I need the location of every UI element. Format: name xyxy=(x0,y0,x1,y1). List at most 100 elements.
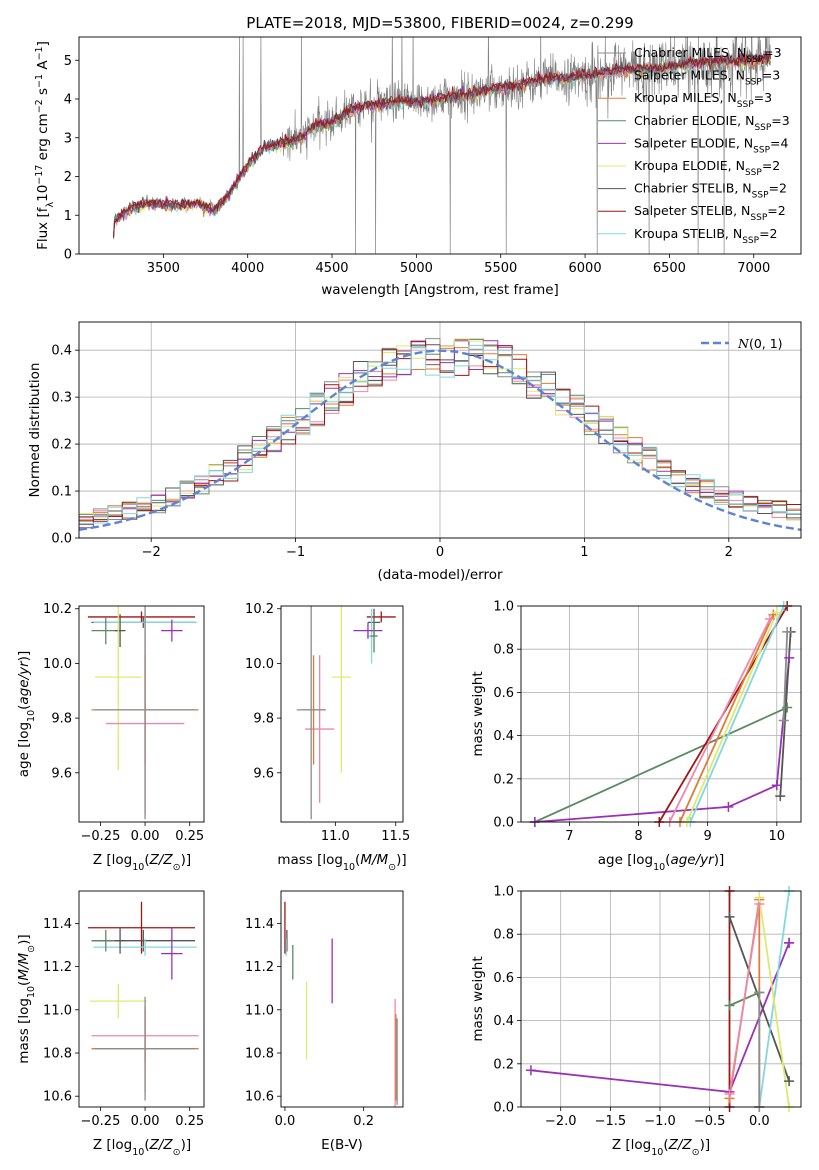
x-axis-label: Z [log10(Z/Z⊙)] xyxy=(93,1137,191,1158)
x-tick-label: 7000 xyxy=(737,261,770,276)
legend-entry: N(0, 1) xyxy=(737,336,783,351)
x-tick-label: 4000 xyxy=(231,261,264,276)
x-tick-label: −2.0 xyxy=(545,1114,577,1129)
axes-frame xyxy=(520,605,802,823)
x-tick-label: 10 xyxy=(769,829,786,844)
y-tick-label: 10.8 xyxy=(43,1047,72,1062)
y-tick-label: 0.4 xyxy=(493,1014,514,1029)
weight-vs-metallicity-plot: −2.0 −1.5 −1.0 −0.5 0.0 0.0 0.2 0.4 0.6 0.8 1.0 mas… xyxy=(470,885,802,1158)
weight-marker xyxy=(754,987,765,998)
x-tick-label: 0.25 xyxy=(175,1114,204,1129)
y-tick-label: 10.2 xyxy=(43,602,72,617)
x-tick-label: 0.0 xyxy=(749,1114,770,1129)
x-tick-label: −1.5 xyxy=(595,1114,627,1129)
x-tick-label: 9 xyxy=(704,829,712,844)
y-tick-label: 9.8 xyxy=(51,712,72,727)
x-axis-label: (data-model)/error xyxy=(377,567,503,583)
y-tick-label: 4 xyxy=(64,93,72,108)
weight-marker xyxy=(784,937,795,948)
x-tick-label: 0.0 xyxy=(275,1114,296,1129)
x-tick-label: 11.5 xyxy=(381,829,410,844)
plot-area xyxy=(284,901,398,1107)
residuals-plot: −2 −1 0 1 2 0.0 0.1 0.2 0.3 0.4 (data-model)/error… xyxy=(27,321,802,583)
x-tick-label: 0.25 xyxy=(175,829,204,844)
x-tick-label: 11.0 xyxy=(321,829,350,844)
weight-marker xyxy=(771,607,782,618)
y-tick-label: 11.0 xyxy=(43,1003,72,1018)
y-tick-label: 0.8 xyxy=(493,643,514,658)
weight-marker xyxy=(782,702,793,713)
weight-marker xyxy=(764,613,775,624)
legend-entry: Salpeter STELIB, NSSP=2 xyxy=(634,203,786,223)
weight-marker xyxy=(784,652,795,663)
weight-line xyxy=(689,606,785,822)
plot-area xyxy=(87,606,199,820)
axes-frame xyxy=(78,605,205,823)
x-tick-label: 4500 xyxy=(315,261,348,276)
y-tick-label: 0.6 xyxy=(493,971,514,986)
weight-marker xyxy=(771,780,782,791)
weight-marker xyxy=(782,626,793,637)
x-tick-label: 5500 xyxy=(484,261,517,276)
x-tick-label: 0 xyxy=(436,545,444,560)
y-tick-label: 10.6 xyxy=(43,1090,72,1105)
weight-line xyxy=(782,631,789,721)
x-tick-label: −1.0 xyxy=(644,1114,676,1129)
weight-marker xyxy=(723,801,734,812)
x-tick-label: −2 xyxy=(142,545,161,560)
weight-line xyxy=(534,706,788,822)
x-tick-label: 6000 xyxy=(569,261,602,276)
y-tick-label: 0.2 xyxy=(493,1057,514,1072)
x-tick-label: −0.5 xyxy=(694,1114,726,1129)
mass-vs-extinction-plot: 0.0 0.2 10.6 10.8 11.0 11.2 11.4 E(B-V) xyxy=(245,890,404,1153)
plot-area xyxy=(534,606,792,822)
weight-line xyxy=(679,614,775,822)
weight-marker xyxy=(724,911,735,922)
x-axis-label: wavelength [Angstrom, rest frame] xyxy=(321,282,559,298)
y-tick-label: 11.4 xyxy=(43,917,72,932)
weight-vs-age-plot: 7 8 9 10 0.0 0.2 0.4 0.6 0.8 1.0 mass weight age [l… xyxy=(470,600,802,873)
histogram-step xyxy=(79,344,801,538)
x-tick-label: −0.25 xyxy=(81,829,121,844)
y-tick-label: 0.4 xyxy=(51,344,72,359)
weight-line xyxy=(728,903,761,1095)
x-tick-label: 1 xyxy=(580,545,588,560)
y-tick-label: 10.8 xyxy=(245,1047,274,1062)
x-axis-label: Z [log10(Z/Z⊙)] xyxy=(612,1137,710,1158)
y-axis-label: Flux [fλ10−17 erg cm−2 s−1 A−1] xyxy=(34,41,56,250)
y-axis-label: Normed distribution xyxy=(27,363,43,498)
y-tick-label: 10.2 xyxy=(245,602,274,617)
y-tick-label: 9.6 xyxy=(51,766,72,781)
axes-frame xyxy=(520,890,802,1108)
weight-marker xyxy=(784,1076,795,1087)
y-tick-label: 9.8 xyxy=(253,712,274,727)
y-tick-label: 0.0 xyxy=(493,816,514,831)
x-axis-label: mass [log10(M/M⊙)] xyxy=(277,852,406,873)
y-tick-label: 5 xyxy=(64,54,72,69)
y-tick-label: 0.1 xyxy=(51,485,72,500)
weight-marker xyxy=(724,1089,735,1100)
legend-entry: Kroupa STELIB, NSSP=2 xyxy=(634,226,778,246)
x-tick-label: −1 xyxy=(286,545,305,560)
legend-entry: Salpeter ELODIE, NSSP=4 xyxy=(634,135,789,155)
legend: N(0, 1) xyxy=(701,336,783,351)
x-tick-label: 2 xyxy=(725,545,733,560)
x-tick-label: 0.00 xyxy=(131,1114,160,1129)
weight-line xyxy=(686,612,778,822)
y-tick-label: 0.8 xyxy=(493,928,514,943)
x-axis-label: Z [log10(Z/Z⊙)] xyxy=(93,852,191,873)
y-tick-label: 1.0 xyxy=(493,600,514,615)
x-tick-label: 6500 xyxy=(653,261,686,276)
weight-marker xyxy=(778,715,789,726)
y-axis-label: age [log10(age/yr)] xyxy=(16,651,37,777)
y-tick-label: 0.4 xyxy=(493,729,514,744)
y-tick-label: 1 xyxy=(64,209,72,224)
age-vs-metallicity-plot: −0.25 0.00 0.25 9.6 9.8 10.0 10.2 Z [log10(Z/Z⊙… xyxy=(16,602,205,873)
y-tick-label: 11.0 xyxy=(245,1003,274,1018)
axes-frame xyxy=(78,321,802,539)
y-tick-label: 10.0 xyxy=(43,657,72,672)
y-axis-label: mass [log10(M/M⊙)] xyxy=(16,934,37,1063)
weight-marker xyxy=(775,791,786,802)
legend-entry: Kroupa ELODIE, NSSP=2 xyxy=(634,158,780,178)
x-axis-label: E(B-V) xyxy=(321,1137,363,1153)
